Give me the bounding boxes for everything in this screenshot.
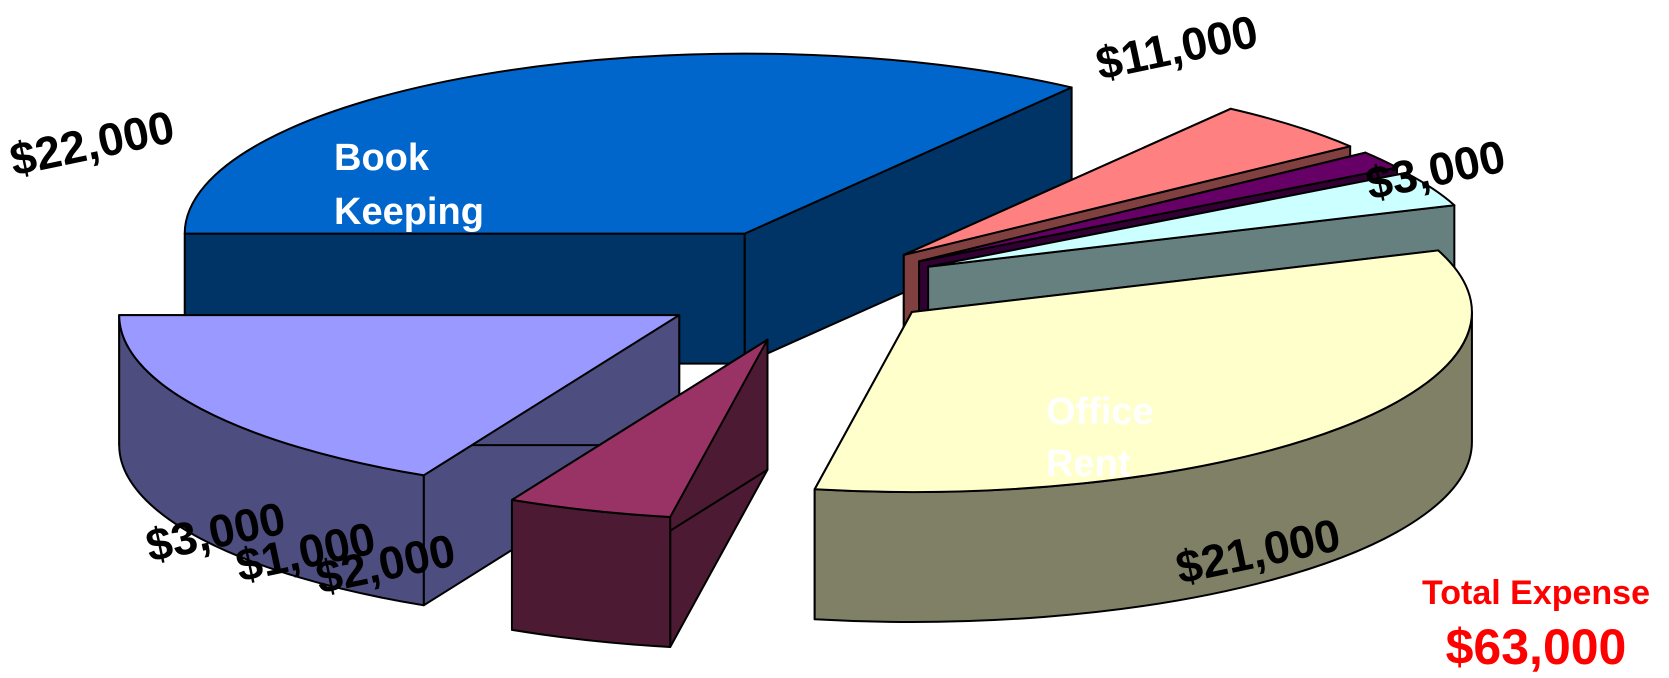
slice-label-office-rent-line2: Rent — [1046, 443, 1131, 485]
pie-slice-top-6 — [510, 338, 769, 519]
pie-slice-top-5 — [813, 249, 1473, 493]
pie-slice-5 — [813, 249, 1473, 623]
value-label-book-keeping: $22,000 — [5, 100, 178, 185]
total-expense-value: $63,000 — [1446, 619, 1627, 675]
pie-slice-top-1 — [183, 52, 1073, 235]
pie-slices — [118, 52, 1473, 649]
pie-slice-6 — [510, 338, 769, 649]
pie-slice-top-4 — [927, 171, 1456, 268]
pie-slice-side-6 — [510, 498, 672, 649]
pie-slice-top-3 — [918, 151, 1398, 263]
slice-label-book-keeping-line1: Book — [334, 137, 430, 179]
pie-slice-7 — [118, 314, 681, 607]
slice-label-office-rent-line1: Office — [1046, 391, 1154, 433]
total-expense-caption: Total Expense — [1422, 574, 1650, 612]
pie-slice-top-7 — [118, 314, 681, 477]
value-label-slice-7: $11,000 — [1091, 5, 1262, 90]
pie-slice-top-2 — [902, 107, 1352, 256]
slice-label-book-keeping-line2: Keeping — [334, 191, 484, 233]
